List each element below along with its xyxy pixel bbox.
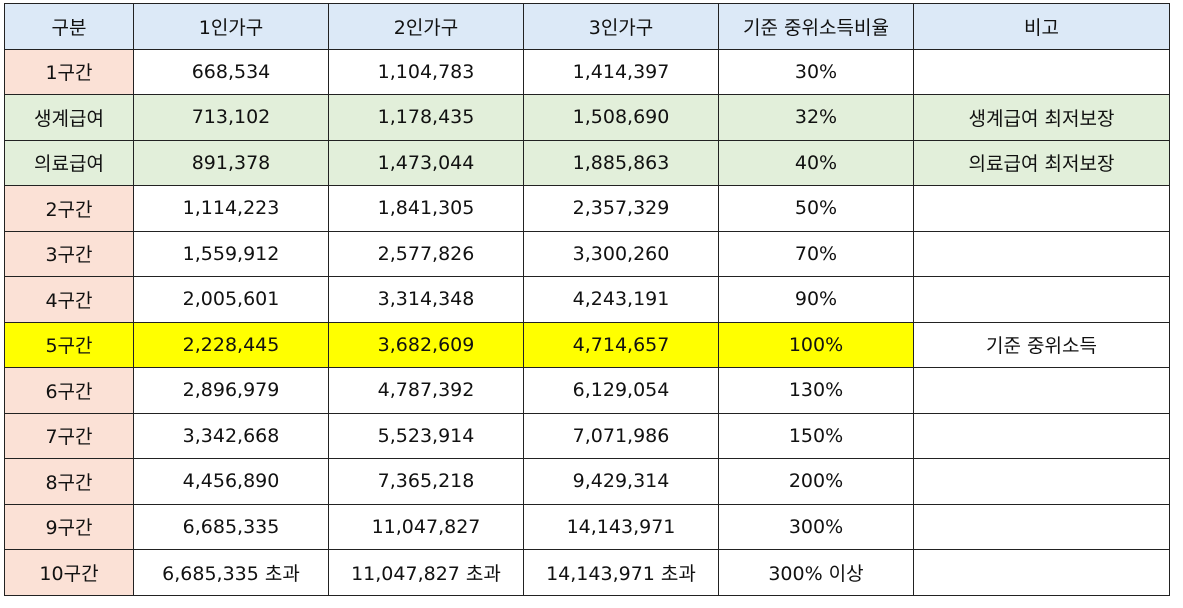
one-person-cell: 713,102	[133, 94, 329, 141]
remarks-cell	[913, 230, 1170, 277]
three-person-cell: 9,429,314	[523, 458, 719, 505]
two-person-cell: 4,787,392	[328, 367, 524, 414]
three-person-cell: 6,129,054	[523, 367, 719, 414]
two-person-cell: 1,104,783	[328, 48, 524, 95]
one-person-cell: 2,005,601	[133, 276, 329, 323]
remarks-cell	[913, 549, 1170, 596]
two-person-cell: 1,841,305	[328, 185, 524, 232]
header-cell-category: 구분	[4, 3, 134, 50]
ratio-cell: 70%	[718, 230, 914, 277]
three-person-cell: 14,143,971 초과	[523, 549, 719, 596]
three-person-cell: 3,300,260	[523, 230, 719, 277]
ratio-cell: 32%	[718, 94, 914, 141]
header-cell-1-person: 1인가구	[133, 3, 329, 50]
category-cell: 9구간	[4, 503, 134, 550]
remarks-cell	[913, 412, 1170, 459]
ratio-cell: 40%	[718, 139, 914, 186]
three-person-cell: 2,357,329	[523, 185, 719, 232]
table-row: 1구간 668,534 1,104,783 1,414,397 30%	[4, 48, 1170, 95]
three-person-cell: 1,508,690	[523, 94, 719, 141]
category-cell: 4구간	[4, 276, 134, 323]
table-row: 3구간 1,559,912 2,577,826 3,300,260 70%	[4, 230, 1170, 277]
one-person-cell: 1,114,223	[133, 185, 329, 232]
three-person-cell: 14,143,971	[523, 503, 719, 550]
table-row: 6구간 2,896,979 4,787,392 6,129,054 130%	[4, 367, 1170, 414]
remarks-cell	[913, 276, 1170, 323]
header-row: 구분 1인가구 2인가구 3인가구 기준 중위소득비율 비고	[4, 3, 1170, 50]
remarks-cell	[913, 503, 1170, 550]
income-bracket-table: 구분 1인가구 2인가구 3인가구 기준 중위소득비율 비고 1구간 668,53…	[4, 3, 1170, 596]
table-row: 9구간 6,685,335 11,047,827 14,143,971 300%	[4, 503, 1170, 550]
table-body: 구분 1인가구 2인가구 3인가구 기준 중위소득비율 비고 1구간 668,53…	[4, 3, 1170, 596]
remarks-cell: 의료급여 최저보장	[913, 139, 1170, 186]
two-person-cell: 1,473,044	[328, 139, 524, 186]
header-cell-2-person: 2인가구	[328, 3, 524, 50]
ratio-cell: 30%	[718, 48, 914, 95]
table-row: 8구간 4,456,890 7,365,218 9,429,314 200%	[4, 458, 1170, 505]
two-person-cell: 7,365,218	[328, 458, 524, 505]
category-cell: 5구간	[4, 321, 134, 368]
three-person-cell: 1,414,397	[523, 48, 719, 95]
header-cell-3-person: 3인가구	[523, 3, 719, 50]
category-cell: 8구간	[4, 458, 134, 505]
remarks-cell: 기준 중위소득	[913, 321, 1170, 368]
one-person-cell: 3,342,668	[133, 412, 329, 459]
one-person-cell: 1,559,912	[133, 230, 329, 277]
one-person-cell: 668,534	[133, 48, 329, 95]
ratio-cell: 200%	[718, 458, 914, 505]
one-person-cell: 4,456,890	[133, 458, 329, 505]
one-person-cell: 2,228,445	[133, 321, 329, 368]
two-person-cell: 2,577,826	[328, 230, 524, 277]
ratio-cell: 300%	[718, 503, 914, 550]
two-person-cell: 3,314,348	[328, 276, 524, 323]
ratio-cell: 300% 이상	[718, 549, 914, 596]
category-cell: 생계급여	[4, 94, 134, 141]
remarks-cell	[913, 367, 1170, 414]
header-cell-remarks: 비고	[913, 3, 1170, 50]
table-row: 의료급여 891,378 1,473,044 1,885,863 40% 의료급여 최저보…	[4, 139, 1170, 186]
ratio-cell: 90%	[718, 276, 914, 323]
category-cell: 3구간	[4, 230, 134, 277]
one-person-cell: 6,685,335	[133, 503, 329, 550]
table-row: 10구간 6,685,335 초과 11,047,827 초과 14,143,971 …	[4, 549, 1170, 596]
category-cell: 6구간	[4, 367, 134, 414]
one-person-cell: 6,685,335 초과	[133, 549, 329, 596]
two-person-cell: 3,682,609	[328, 321, 524, 368]
remarks-cell	[913, 185, 1170, 232]
table-row: 2구간 1,114,223 1,841,305 2,357,329 50%	[4, 185, 1170, 232]
category-cell: 1구간	[4, 48, 134, 95]
category-cell: 7구간	[4, 412, 134, 459]
category-cell: 2구간	[4, 185, 134, 232]
one-person-cell: 2,896,979	[133, 367, 329, 414]
two-person-cell: 1,178,435	[328, 94, 524, 141]
ratio-cell: 100%	[718, 321, 914, 368]
remarks-cell: 생계급여 최저보장	[913, 94, 1170, 141]
remarks-cell	[913, 48, 1170, 95]
table-row: 생계급여 713,102 1,178,435 1,508,690 32% 생계급여 최저보…	[4, 94, 1170, 141]
three-person-cell: 4,714,657	[523, 321, 719, 368]
header-cell-median-ratio: 기준 중위소득비율	[718, 3, 914, 50]
table-row: 7구간 3,342,668 5,523,914 7,071,986 150%	[4, 412, 1170, 459]
one-person-cell: 891,378	[133, 139, 329, 186]
three-person-cell: 1,885,863	[523, 139, 719, 186]
table-row: 5구간 2,228,445 3,682,609 4,714,657 100% 기준 중위소…	[4, 321, 1170, 368]
category-cell: 의료급여	[4, 139, 134, 186]
two-person-cell: 11,047,827 초과	[328, 549, 524, 596]
three-person-cell: 7,071,986	[523, 412, 719, 459]
ratio-cell: 50%	[718, 185, 914, 232]
ratio-cell: 130%	[718, 367, 914, 414]
ratio-cell: 150%	[718, 412, 914, 459]
two-person-cell: 11,047,827	[328, 503, 524, 550]
table-row: 4구간 2,005,601 3,314,348 4,243,191 90%	[4, 276, 1170, 323]
remarks-cell	[913, 458, 1170, 505]
category-cell: 10구간	[4, 549, 134, 596]
two-person-cell: 5,523,914	[328, 412, 524, 459]
three-person-cell: 4,243,191	[523, 276, 719, 323]
